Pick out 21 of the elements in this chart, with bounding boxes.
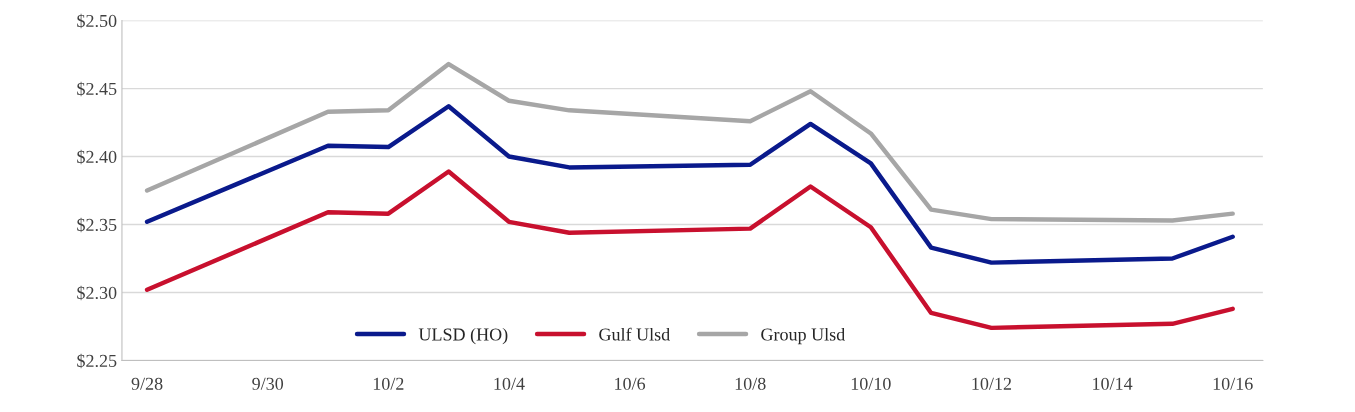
- legend-label: Gulf Ulsd: [599, 327, 670, 341]
- y-tick-label: $2.40: [77, 149, 117, 165]
- x-tick-label: 9/30: [252, 377, 284, 390]
- x-tick-label: 10/6: [615, 377, 646, 390]
- y-tick-label: $2.50: [77, 13, 117, 29]
- legend-label: ULSD (HO): [418, 327, 508, 345]
- x-tick-label: 10/16: [1213, 377, 1253, 390]
- x-tick-label: 10/12: [972, 377, 1012, 390]
- x-tick-label: 9/28: [131, 377, 163, 390]
- x-tick-label: 10/8: [735, 377, 766, 390]
- line-series: [144, 104, 1235, 265]
- y-tick-label: $2.30: [77, 285, 117, 301]
- y-tick-label: $2.25: [77, 353, 117, 369]
- legend-label: Group Ulsd: [761, 327, 846, 345]
- y-tick-label: $2.35: [77, 217, 117, 233]
- x-tick-label: 10/10: [851, 377, 891, 390]
- x-tick-label: 10/4: [494, 377, 525, 390]
- x-tick-label: 10/2: [373, 377, 404, 390]
- y-tick-label: $2.45: [77, 81, 117, 97]
- x-tick-label: 10/14: [1093, 377, 1133, 390]
- line-series: [144, 61, 1235, 223]
